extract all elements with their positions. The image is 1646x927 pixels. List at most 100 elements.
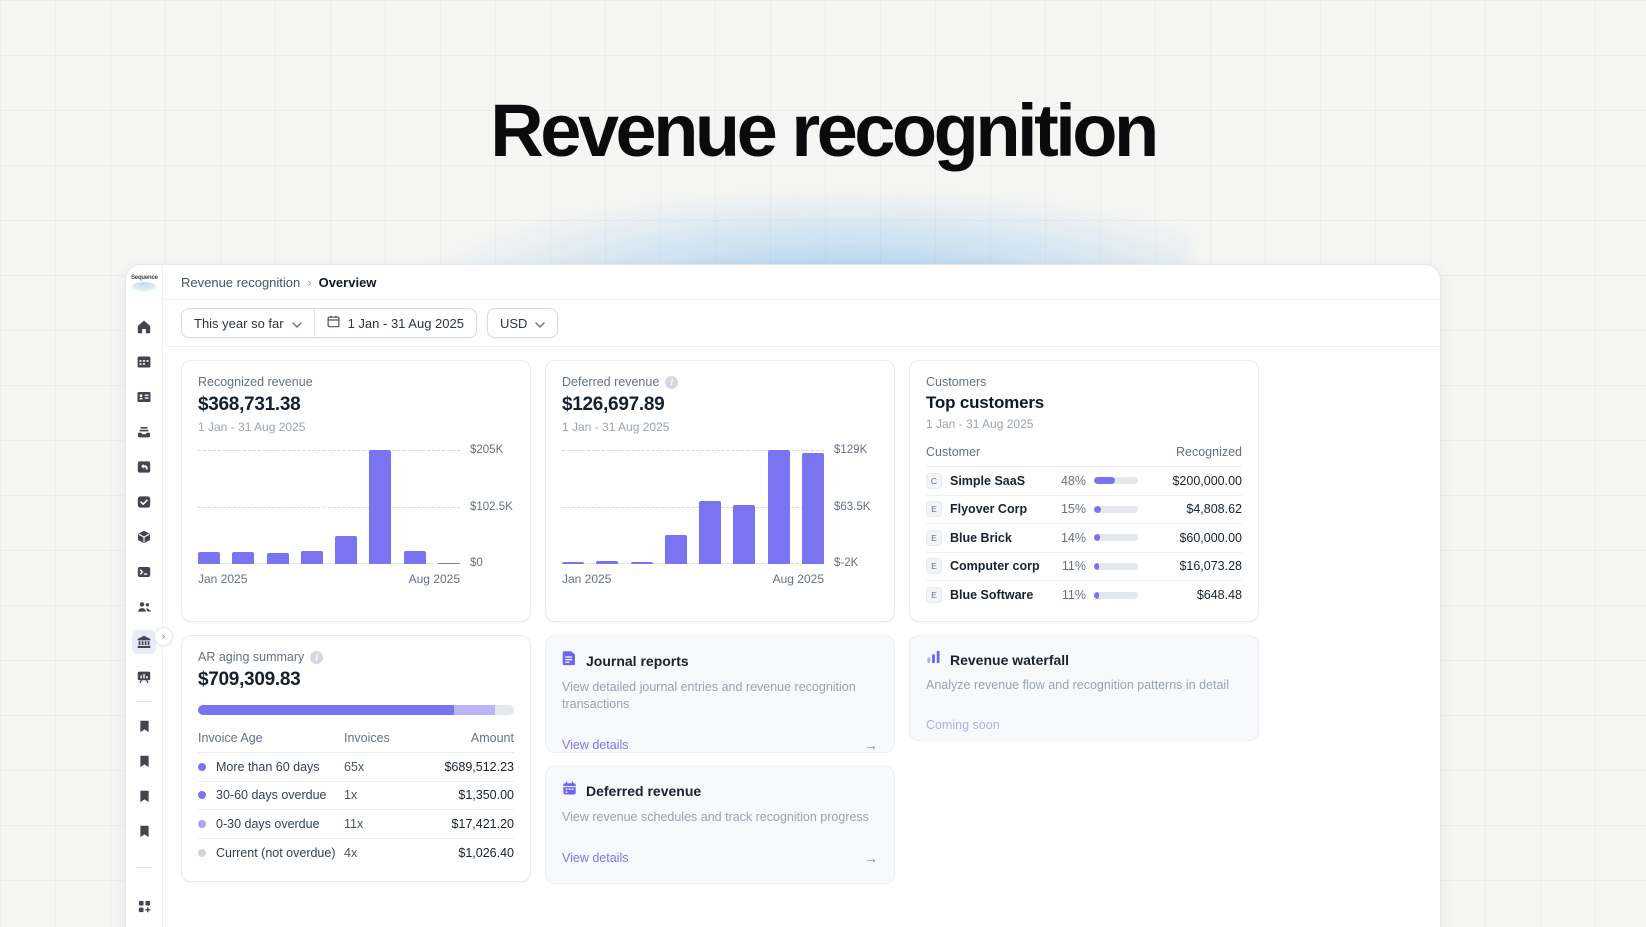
customer-percent: 15% [1060, 502, 1086, 517]
customer-percent: 14% [1060, 530, 1086, 545]
sidebar-divider [136, 867, 152, 868]
aging-amount: $1,350.00 [458, 788, 514, 803]
y-axis-tick: $-2K [834, 557, 859, 569]
aging-bucket-label: Current (not overdue) [216, 845, 336, 860]
breadcrumb-separator-icon: › [307, 274, 312, 290]
customer-row[interactable]: E Blue Brick 14% $60,000.00 [926, 524, 1242, 553]
sidebar-bookmark-4[interactable] [132, 819, 156, 843]
y-axis-tick: $205K [470, 444, 504, 456]
sidebar-item-reports[interactable] [132, 665, 156, 689]
customer-row[interactable]: E Flyover Corp 15% $4,808.62 [926, 496, 1242, 524]
document-icon [562, 650, 577, 671]
sidebar-item-revenue-recognition[interactable] [132, 630, 156, 654]
sidebar-item-products[interactable] [132, 525, 156, 549]
y-axis-tick: $63.5K [834, 501, 871, 513]
ar-aging-card: AR aging summary i $709,309.83 Invoice A… [181, 635, 531, 882]
arrow-right-icon[interactable]: → [864, 849, 878, 866]
sidebar-item-home[interactable] [132, 315, 156, 339]
period-select[interactable]: This year so far [182, 309, 314, 337]
sidebar-bookmark-2[interactable] [132, 749, 156, 773]
sidebar-divider [136, 701, 152, 702]
aging-bucket-label: More than 60 days [216, 759, 320, 774]
chart-bar-aug-2025 [801, 453, 824, 564]
bookmark-icon [137, 824, 152, 839]
customer-name: Blue Software [950, 588, 1034, 603]
customer-amount: $60,000.00 [1179, 530, 1242, 545]
chart-bar-jun-2025 [369, 450, 392, 564]
calendar-icon [136, 354, 152, 370]
date-range-value: 1 Jan - 31 Aug 2025 [347, 315, 464, 331]
aging-amount: $17,421.20 [451, 816, 514, 831]
info-icon[interactable]: i [310, 650, 324, 664]
aging-invoice-count: 65x [344, 759, 365, 774]
sidebar-item-calendar[interactable] [132, 350, 156, 374]
deferred-revenue-link-card[interactable]: Deferred revenue View revenue schedules … [545, 766, 895, 884]
customer-progress-fill [1094, 534, 1101, 542]
sidebar-item-customers[interactable] [132, 595, 156, 619]
customer-name: Blue Brick [950, 530, 1012, 545]
sidebar-item-tasks[interactable] [132, 490, 156, 514]
chart-bar-may-2025 [699, 501, 722, 564]
customer-row[interactable]: E Blue Software 11% $648.48 [926, 581, 1242, 610]
aging-amount: $689,512.23 [444, 759, 514, 774]
x-axis-label: Jan 2025 [198, 572, 248, 586]
customer-avatar: E [926, 529, 942, 546]
date-range-button[interactable]: 1 Jan - 31 Aug 2025 [313, 309, 476, 337]
chart-bar-mar-2025 [630, 561, 653, 564]
sidebar-bookmark-1[interactable] [132, 714, 156, 738]
sidebar-nav [132, 315, 156, 689]
recognized-revenue-label: Recognized revenue [198, 375, 313, 389]
chevron-down-icon [535, 316, 546, 331]
sidebar-item-terminal[interactable] [132, 560, 156, 584]
revenue-waterfall-description: Analyze revenue flow and recognition pat… [926, 678, 1229, 692]
sidebar-item-credit-notes[interactable] [132, 455, 156, 479]
home-icon [136, 319, 152, 335]
customer-row[interactable]: C Simple SaaS 48% $200,000.00 [926, 467, 1242, 496]
customer-name: Simple SaaS [950, 473, 1026, 488]
customer-progress-fill [1094, 591, 1099, 599]
y-axis-tick: $0 [470, 557, 483, 569]
ar-progress-segment [495, 705, 514, 715]
customer-name: Flyover Corp [950, 502, 1028, 517]
journal-reports-view-details-link[interactable]: View details [562, 737, 629, 752]
coming-soon-badge: Coming soon [926, 717, 1000, 732]
journal-reports-title: Journal reports [586, 652, 689, 669]
top-customers-date: 1 Jan - 31 Aug 2025 [926, 417, 1034, 431]
sidebar-item-apps[interactable] [132, 894, 156, 918]
currency-select[interactable]: USD [486, 308, 559, 338]
customer-amount: $200,000.00 [1172, 473, 1242, 488]
chart-bar-jan-2025 [562, 562, 584, 564]
cube-icon [136, 529, 152, 545]
ar-aging-row: More than 60 days 65x $689,512.23 [198, 753, 514, 782]
bank-icon [136, 634, 152, 650]
chart-bar-jun-2025 [733, 504, 756, 564]
recognized-revenue-chart: $205K $102.5K $0 Jan 2025 Aug 2025 [198, 444, 514, 586]
y-axis-tick: $102.5K [470, 501, 513, 513]
chart-bar-apr-2025 [664, 535, 687, 564]
deferred-revenue-card: Deferred revenue i $126,697.89 1 Jan - 3… [545, 360, 895, 622]
customer-row[interactable]: E Computer corp 11% $16,073.28 [926, 553, 1242, 581]
customer-progress-bar [1094, 477, 1138, 485]
sidebar-bookmark-3[interactable] [132, 784, 156, 808]
info-icon[interactable]: i [665, 375, 679, 389]
recognized-revenue-date: 1 Jan - 31 Aug 2025 [198, 420, 306, 434]
x-axis-label: Jan 2025 [562, 572, 612, 586]
gridline-mid [562, 507, 824, 508]
customer-percent: 11% [1061, 588, 1086, 603]
sidebar-item-inbox[interactable] [132, 420, 156, 444]
aging-bucket-dot-icon [198, 762, 206, 771]
customer-progress-fill [1094, 505, 1101, 513]
ar-col-amount: Amount [470, 731, 514, 745]
sidebar-item-contacts[interactable] [132, 385, 156, 409]
arrow-right-icon[interactable]: → [864, 736, 878, 753]
breadcrumb-parent[interactable]: Revenue recognition [181, 274, 301, 290]
journal-reports-card[interactable]: Journal reports View detailed journal en… [545, 635, 895, 753]
customer-amount: $648.48 [1196, 588, 1242, 603]
breadcrumb: Revenue recognition › Overview [163, 265, 1440, 300]
app-window: Sequence [125, 264, 1441, 927]
sidebar-bookmarks [132, 714, 156, 843]
sidebar-expand-button[interactable]: › [154, 627, 173, 646]
deferred-revenue-view-details-link[interactable]: View details [562, 850, 629, 865]
chart-bar-feb-2025 [232, 552, 255, 564]
aging-amount: $1,026.40 [458, 845, 514, 860]
